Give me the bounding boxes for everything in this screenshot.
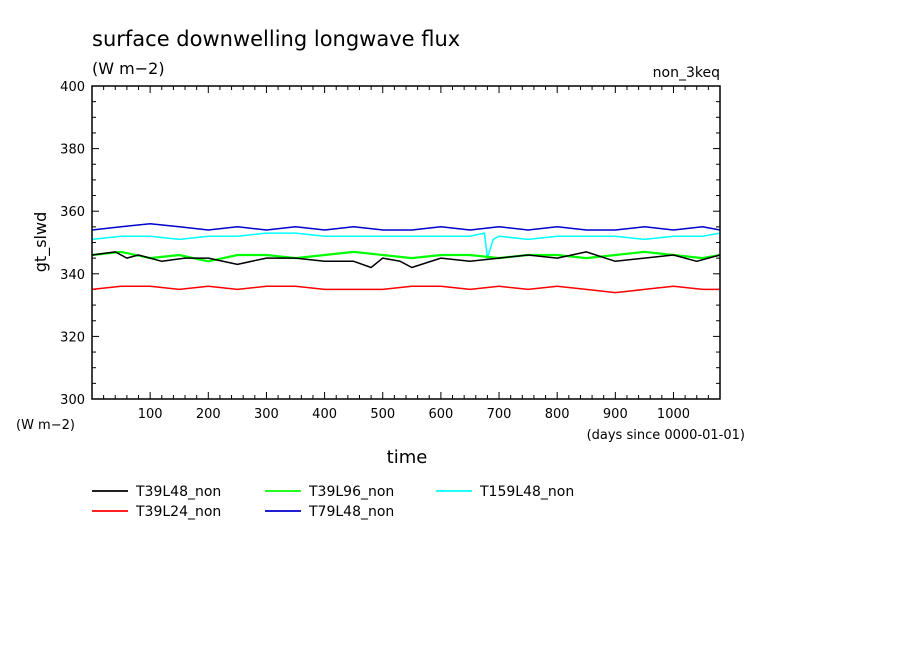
y-tick-label: 300 bbox=[60, 393, 85, 408]
legend-label: T79L48_non bbox=[308, 504, 394, 520]
chart-subtitle: (W m−2) bbox=[92, 59, 165, 78]
legend: T39L48_non T39L24_non T39L96_non T79L48_non… bbox=[92, 484, 574, 520]
x-unit-label: (days since 0000-01-01) bbox=[587, 428, 745, 443]
x-tick-label: 500 bbox=[370, 407, 395, 422]
series-line-t79l48-non bbox=[91, 222, 721, 231]
legend-label: T39L24_non bbox=[135, 504, 221, 520]
y-axis-label: gt_slwd bbox=[31, 212, 51, 272]
x-axis-label: time bbox=[387, 447, 428, 468]
x-tick-label: 900 bbox=[603, 407, 628, 422]
x-tick-label: 600 bbox=[428, 407, 453, 422]
y-unit-label: (W m−2) bbox=[16, 418, 75, 433]
x-tick-label: 800 bbox=[545, 407, 570, 422]
x-tick-label: 100 bbox=[138, 407, 163, 422]
y-tick-label: 360 bbox=[60, 205, 85, 220]
chart-title: surface downwelling longwave flux bbox=[92, 27, 460, 51]
legend-label: T39L48_non bbox=[135, 484, 221, 500]
series-line-t39l48-non bbox=[91, 251, 721, 269]
series-line-t39l96-non bbox=[91, 250, 721, 263]
run-label: non_3keq bbox=[653, 65, 720, 81]
y-tick-label: 320 bbox=[60, 330, 85, 345]
x-tick-label: 200 bbox=[196, 407, 221, 422]
legend-label: T39L96_non bbox=[308, 484, 394, 500]
x-tick-label: 1000 bbox=[657, 407, 690, 422]
x-tick-label: 300 bbox=[254, 407, 279, 422]
y-tick-label: 340 bbox=[60, 268, 85, 283]
series-line-t159l48-non bbox=[91, 232, 721, 259]
x-tick-label: 700 bbox=[487, 407, 512, 422]
plot-frame bbox=[91, 85, 721, 400]
legend-label: T159L48_non bbox=[479, 484, 574, 500]
x-tick-label: 400 bbox=[312, 407, 337, 422]
series-line-t39l24-non bbox=[91, 285, 720, 294]
y-tick-label: 380 bbox=[60, 143, 85, 158]
y-tick-label: 400 bbox=[60, 80, 85, 95]
